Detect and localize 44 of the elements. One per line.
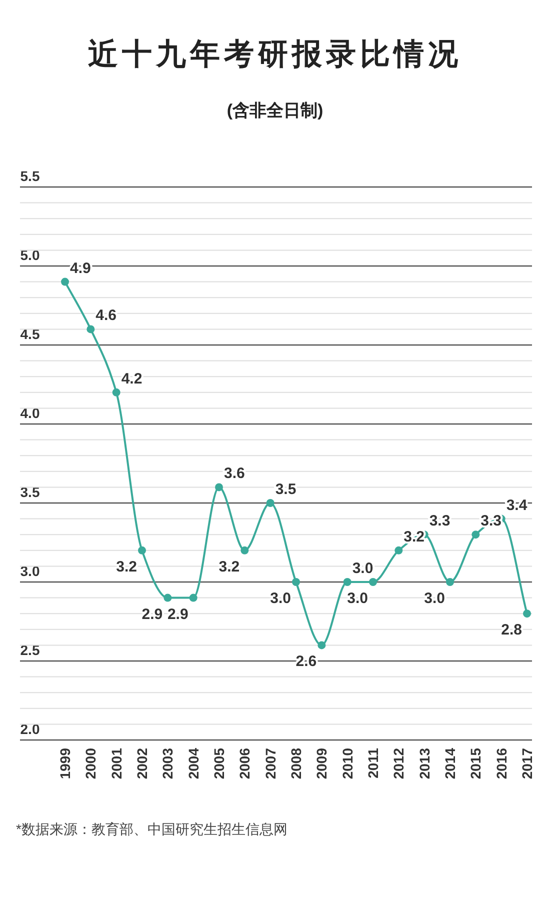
x-tick-label: 2013 [416,748,432,780]
x-tick-label: 2012 [390,748,407,780]
x-tick-label: 2002 [134,748,150,780]
x-tick-label: 1999 [57,748,73,780]
x-tick-label: 2014 [442,748,458,780]
y-tick-label: 4.5 [20,326,40,342]
y-tick-label: 4.0 [20,405,40,421]
x-tick-label: 2011 [365,748,381,778]
y-tick-label: 3.0 [20,563,40,579]
x-tick-label: 2015 [468,748,484,780]
data-label: 3.3 [429,512,450,530]
data-label: 3.6 [224,465,245,482]
chart-title: 近十九年考研报录比情况 [88,38,462,71]
x-tick-label: 2006 [236,748,253,780]
data-label: 3.0 [424,590,445,607]
x-tick-label: 2000 [82,748,99,780]
data-label: 4.2 [121,370,142,388]
x-tick-label: 2003 [160,748,176,780]
y-tick-label: 2.0 [20,721,40,737]
x-tick-label: 2010 [339,748,356,780]
data-label: 3.2 [218,558,240,576]
x-tick-label: 2017 [519,748,535,780]
chart-subtitle: (含非全日制) [226,101,324,120]
y-tick-label: 2.5 [20,642,40,658]
y-tick-label: 3.5 [20,484,40,500]
x-tick-label: 2005 [211,748,227,780]
data-label: 3.0 [352,560,374,577]
x-tick-label: 2007 [262,748,278,780]
x-tick-label: 2016 [493,748,510,780]
data-label: 3.2 [116,558,137,576]
data-label: 3.0 [270,590,291,607]
x-tick-label: 2008 [288,748,304,780]
x-tick-label: 2001 [108,748,124,780]
data-label: 2.9 [142,606,163,623]
data-label: 3.0 [347,590,368,607]
data-label: 4.6 [96,307,117,324]
y-tick-label: 5.0 [20,247,40,263]
text: *数据来源：教育部、中国研究生招生信息网 [16,821,288,837]
data-label: 3.5 [275,481,296,498]
x-tick-label: 2009 [314,748,330,780]
y-tick-label: 5.5 [20,168,40,184]
x-tick-label: 2004 [185,748,202,780]
data-label: 2.8 [501,622,522,639]
data-label: 2.9 [167,606,188,623]
